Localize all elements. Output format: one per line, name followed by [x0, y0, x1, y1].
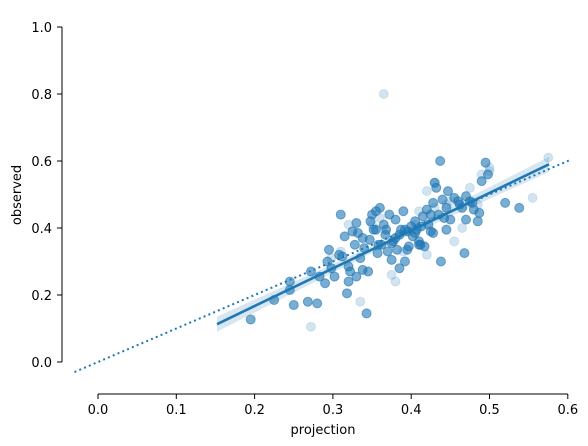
data-point [459, 248, 470, 259]
data-point [370, 224, 381, 235]
faded-point [527, 192, 538, 203]
data-point [363, 266, 374, 277]
data-point [390, 214, 401, 225]
data-point [339, 231, 350, 242]
faded-point [355, 296, 366, 307]
data-point [476, 176, 487, 187]
y-tick-label: 1.0 [31, 21, 52, 36]
y-tick-label: 0.6 [31, 155, 52, 170]
points-layer [245, 156, 525, 325]
data-point [365, 216, 376, 227]
data-point [351, 217, 362, 228]
x-tick-label: 0.3 [323, 403, 344, 418]
data-point [431, 182, 442, 193]
data-point [349, 239, 360, 250]
data-point [428, 228, 439, 239]
data-point [323, 244, 334, 255]
data-point [288, 300, 299, 311]
data-point [445, 214, 456, 225]
data-point [374, 202, 385, 213]
data-point [357, 233, 368, 244]
faded-point [386, 269, 397, 280]
faded-point [378, 89, 389, 99]
faded-point [390, 276, 401, 287]
x-axis-label: projection [291, 423, 356, 438]
y-tick-label: 0.0 [31, 356, 52, 371]
data-point [514, 202, 525, 213]
data-point [334, 249, 345, 260]
data-point [425, 209, 436, 220]
data-point [381, 224, 392, 235]
faded-point [543, 152, 554, 163]
data-point [392, 244, 403, 255]
data-point [500, 197, 511, 208]
x-tick-label: 0.1 [166, 403, 187, 418]
x-tick-label: 0.4 [401, 403, 422, 418]
y-tick-label: 0.2 [31, 289, 52, 304]
data-point [399, 256, 410, 267]
y-tick-label: 0.8 [31, 88, 52, 103]
data-point [435, 256, 446, 267]
data-point [437, 194, 448, 205]
data-point [245, 314, 256, 325]
data-point [335, 209, 346, 220]
data-point [482, 169, 493, 180]
data-point [394, 263, 405, 274]
data-point [343, 276, 354, 287]
data-point [402, 244, 413, 255]
data-point [312, 298, 323, 309]
x-tick-label: 0.6 [557, 403, 578, 418]
data-point [351, 271, 362, 282]
axes-layer: 0.0 0.1 0.2 0.3 0.4 0.5 0.6 0.0 0.2 0.4 0.6 0.8 1.0 [31, 21, 578, 418]
x-tick-label: 0.0 [88, 403, 109, 418]
x-tick-label: 0.2 [244, 403, 265, 418]
faded-point [421, 186, 432, 197]
lines-layer [74, 158, 573, 373]
data-point [435, 156, 446, 166]
faded-point [464, 182, 475, 193]
y-tick-label: 0.4 [31, 222, 52, 237]
data-point [341, 288, 352, 299]
data-point [382, 246, 393, 257]
data-point [428, 197, 439, 208]
data-point [361, 308, 372, 319]
faded-point [457, 223, 468, 233]
data-point [474, 207, 485, 218]
data-point [443, 186, 454, 197]
data-point [398, 206, 409, 217]
x-tick-label: 0.5 [479, 403, 500, 418]
data-point [414, 239, 425, 250]
data-point [320, 278, 331, 289]
data-point [441, 224, 452, 235]
data-point [472, 216, 483, 227]
identity-line [74, 158, 573, 373]
y-axis-label: observed [10, 165, 25, 225]
data-point [461, 214, 472, 225]
regression-line [216, 163, 550, 326]
faded-point [449, 236, 460, 247]
data-point [305, 266, 316, 277]
data-point [386, 254, 397, 265]
data-point [372, 248, 383, 259]
data-point [480, 157, 491, 168]
faded-point [305, 321, 316, 332]
data-point [329, 271, 340, 282]
faded-point [421, 249, 432, 260]
data-point [302, 296, 313, 307]
